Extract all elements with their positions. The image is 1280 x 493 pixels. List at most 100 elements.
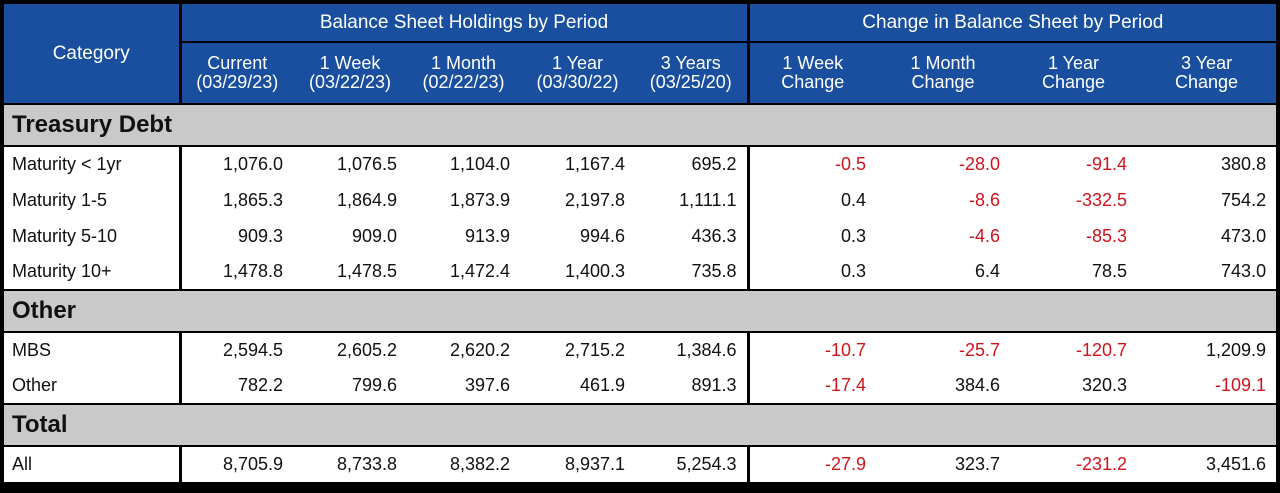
table-cell: 1,111.1: [635, 182, 750, 218]
row-label: All: [4, 446, 182, 482]
holdings-group-header: Balance Sheet Holdings by Period: [180, 4, 750, 42]
table-cell: 436.3: [635, 218, 750, 254]
table-cell: 8,382.2: [407, 446, 520, 482]
row-label: Maturity 10+: [4, 254, 182, 290]
table-cell: -109.1: [1137, 368, 1277, 404]
column-header-line: Change: [781, 72, 845, 92]
column-header-line: 1 Week: [782, 53, 844, 73]
table-cell: -25.7: [876, 332, 1011, 368]
column-header-line: Change: [911, 72, 975, 92]
table-cell: 1,873.9: [407, 182, 520, 218]
table-cell: 397.6: [407, 368, 520, 404]
table-cell: -8.6: [876, 182, 1011, 218]
section-row: Treasury Debt: [4, 103, 1277, 147]
table-cell: 1,864.9: [293, 182, 407, 218]
change-group-header: Change in Balance Sheet by Period: [748, 4, 1277, 42]
row-label: Other: [4, 368, 182, 404]
table-cell: 909.0: [293, 218, 407, 254]
column-header-line: 1 Week: [319, 53, 381, 73]
section-title: Treasury Debt: [4, 103, 1277, 147]
column-header-line: 1 Year: [551, 53, 604, 73]
table-cell: 5,254.3: [635, 446, 750, 482]
table-cell: 1,167.4: [520, 146, 635, 182]
column-header-9: 3 Year Change: [1137, 41, 1277, 104]
table-cell: 782.2: [180, 368, 293, 404]
table-cell: 380.8: [1137, 146, 1277, 182]
table-cell: 2,715.2: [520, 332, 635, 368]
table-cell: 384.6: [876, 368, 1011, 404]
table-row: Maturity 1-5 1,865.3 1,864.9 1,873.9 2,197.8…: [4, 182, 1277, 218]
column-header-3: 1 Month (02/22/23): [407, 41, 520, 104]
table-cell: 1,865.3: [180, 182, 293, 218]
column-header-line: (03/22/23): [308, 72, 392, 92]
table-row: Maturity 10+ 1,478.8 1,478.5 1,472.4 1,400.3…: [4, 254, 1277, 290]
table-cell: 1,400.3: [520, 254, 635, 290]
column-header-line: (03/25/20): [649, 72, 732, 92]
column-header-line: 1 Month: [430, 53, 497, 73]
table-cell: 913.9: [407, 218, 520, 254]
table-row: All 8,705.9 8,733.8 8,382.2 8,937.1 5,254.3 -2…: [4, 446, 1277, 482]
row-label: Maturity 5-10: [4, 218, 182, 254]
table-cell: -91.4: [1010, 146, 1138, 182]
column-header-1: Current (03/29/23): [180, 41, 293, 104]
table-row: MBS 2,594.5 2,605.2 2,620.2 2,715.2 1,384.6 -1…: [4, 332, 1277, 368]
column-header-line: 1 Year: [1048, 53, 1100, 73]
table-cell: 2,620.2: [407, 332, 520, 368]
section-row: Other: [4, 289, 1277, 333]
table-cell: -120.7: [1010, 332, 1138, 368]
table-cell: -332.5: [1010, 182, 1138, 218]
table-cell: 1,076.5: [293, 146, 407, 182]
table-cell: 0.3: [748, 218, 877, 254]
column-header-8: 1 Year Change: [1010, 41, 1138, 104]
table-cell: -231.2: [1010, 446, 1138, 482]
row-label: MBS: [4, 332, 182, 368]
table-row: Maturity < 1yr 1,076.0 1,076.5 1,104.0 1,167…: [4, 146, 1277, 182]
table-cell: 320.3: [1010, 368, 1138, 404]
table-cell: 2,594.5: [180, 332, 293, 368]
column-header-line: (03/29/23): [196, 72, 279, 92]
column-header-line: (02/22/23): [422, 72, 505, 92]
table-cell: 0.4: [748, 182, 877, 218]
column-header-line: 3 Years: [660, 53, 721, 73]
section-title: Other: [4, 289, 1277, 333]
table-cell: 8,705.9: [180, 446, 293, 482]
table-cell: -27.9: [748, 446, 877, 482]
table-cell: -85.3: [1010, 218, 1138, 254]
table-cell: 1,472.4: [407, 254, 520, 290]
table-row: Maturity 5-10 909.3 909.0 913.9 994.6 436.3 0.…: [4, 218, 1277, 254]
table-cell: 461.9: [520, 368, 635, 404]
column-header-7: 1 Month Change: [876, 41, 1011, 104]
table-cell: 909.3: [180, 218, 293, 254]
table-cell: 1,478.8: [180, 254, 293, 290]
table-cell: 799.6: [293, 368, 407, 404]
table-cell: 8,733.8: [293, 446, 407, 482]
column-header-5: 3 Years (03/25/20): [635, 41, 750, 104]
table-cell: 1,104.0: [407, 146, 520, 182]
table-cell: 2,605.2: [293, 332, 407, 368]
table-cell: -17.4: [748, 368, 877, 404]
section-title: Total: [4, 403, 1277, 447]
table-cell: 8,937.1: [520, 446, 635, 482]
section-row: Total: [4, 403, 1277, 447]
table-cell: -0.5: [748, 146, 877, 182]
column-header-4: 1 Year (03/30/22): [520, 41, 635, 104]
column-header-6: 1 Week Change: [748, 41, 877, 104]
category-header: Category: [4, 4, 182, 104]
table-cell: 1,384.6: [635, 332, 750, 368]
table-cell: 3,451.6: [1137, 446, 1277, 482]
table-cell: 695.2: [635, 146, 750, 182]
column-header-line: 1 Month: [910, 53, 976, 73]
row-label: Maturity < 1yr: [4, 146, 182, 182]
table-row: Other 782.2 799.6 397.6 461.9 891.3 -17.4 384.6…: [4, 368, 1277, 404]
table-cell: 0.3: [748, 254, 877, 290]
column-header-line: 3 Year: [1181, 53, 1233, 73]
row-label: Maturity 1-5: [4, 182, 182, 218]
column-header-line: Change: [1042, 72, 1106, 92]
table-cell: 78.5: [1010, 254, 1138, 290]
table-cell: 743.0: [1137, 254, 1277, 290]
column-header-line: Change: [1175, 72, 1239, 92]
table-cell: 754.2: [1137, 182, 1277, 218]
table-cell: 473.0: [1137, 218, 1277, 254]
table-cell: 6.4: [876, 254, 1011, 290]
table-cell: 735.8: [635, 254, 750, 290]
